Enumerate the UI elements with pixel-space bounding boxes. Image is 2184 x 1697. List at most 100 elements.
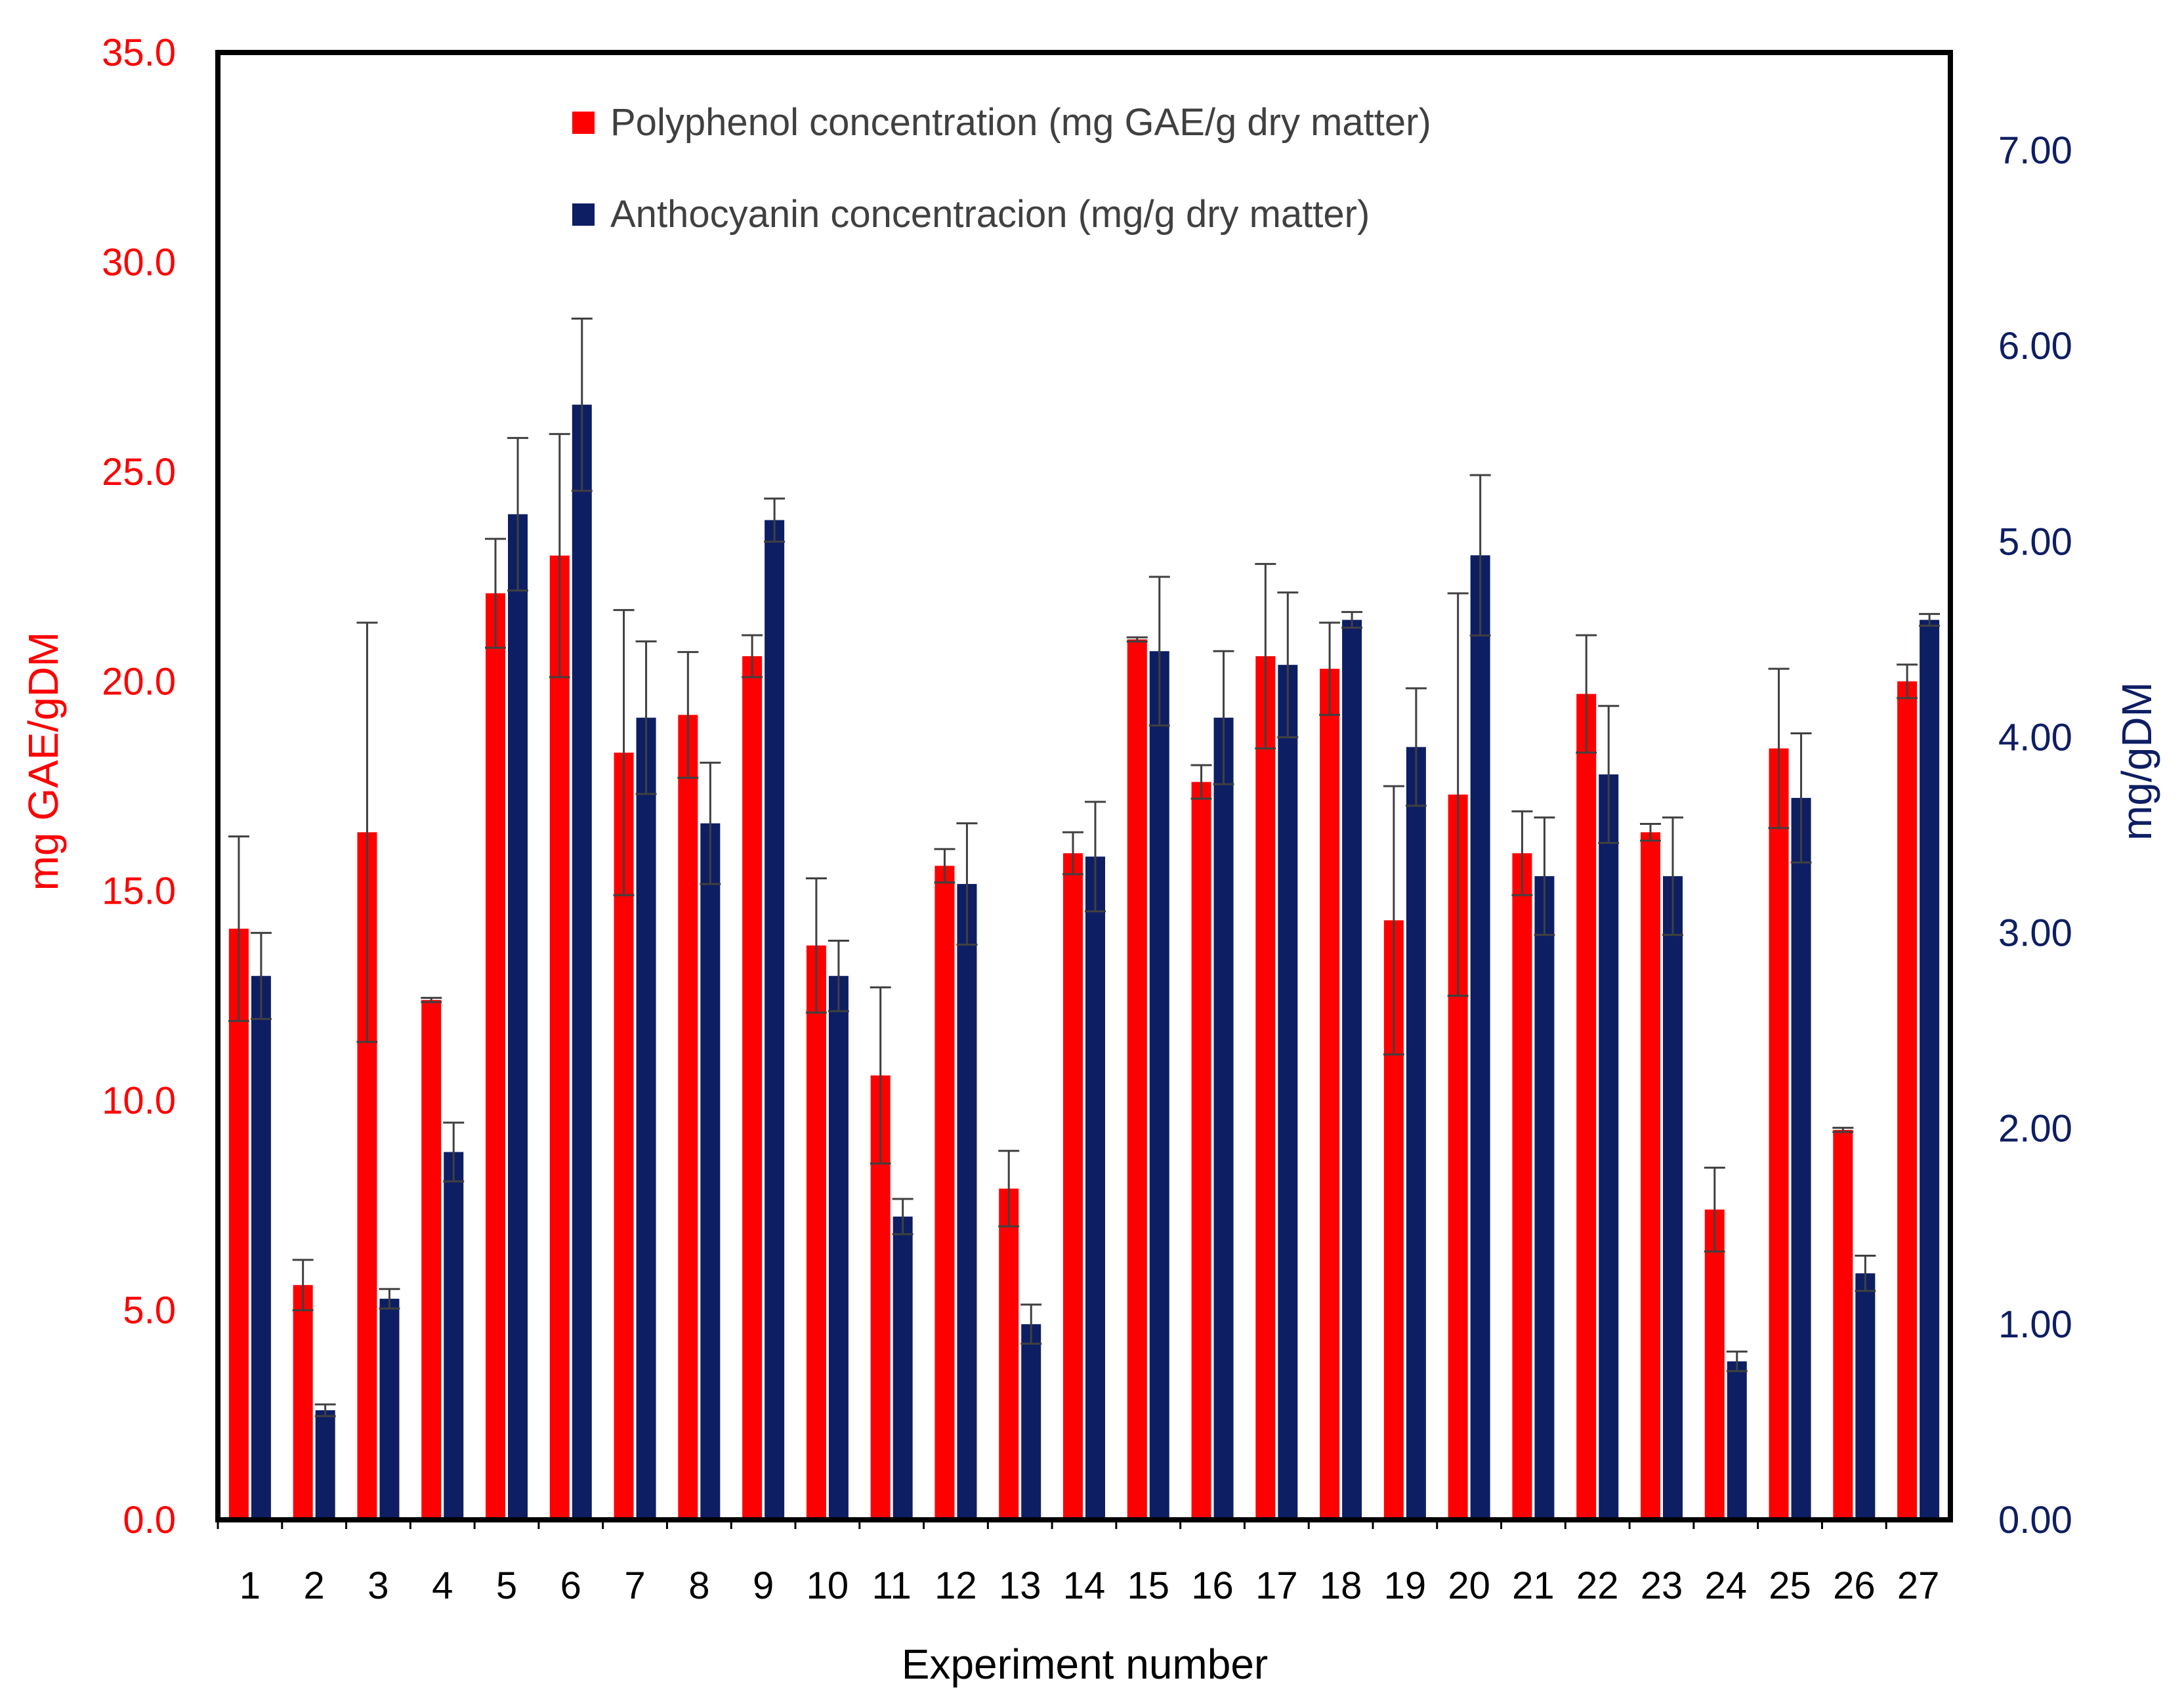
legend-label-anthocyanin: Anthocyanin concentracion (mg/g dry matt… xyxy=(610,193,1370,236)
polyphenol-bar xyxy=(934,866,955,1520)
x-tick-label: 21 xyxy=(1512,1564,1555,1607)
polyphenol-error-bar xyxy=(356,621,378,1043)
polyphenol-error-bar xyxy=(1768,667,1790,829)
anthocyanin-bar xyxy=(892,1216,913,1520)
legend: Polyphenol concentration (mg GAE/g dry m… xyxy=(572,101,1431,236)
x-axis-title: Experiment number xyxy=(902,1641,1268,1688)
anthocyanin-error-bar xyxy=(1341,611,1363,629)
anthocyanin-error-bar xyxy=(571,317,593,492)
polyphenol-bar xyxy=(1769,748,1789,1520)
anthocyanin-bar xyxy=(1085,856,1105,1520)
anthocyanin-error-bar xyxy=(1534,816,1555,936)
anthocyanin-bar xyxy=(636,717,656,1520)
y-right-tick-label: 4.00 xyxy=(1998,716,2072,759)
x-tick-label: 15 xyxy=(1127,1564,1170,1607)
y-axis-right-title: mg/gDM xyxy=(2113,682,2160,841)
anthocyanin-bar xyxy=(444,1152,464,1520)
polyphenol-bar xyxy=(1127,639,1147,1520)
polyphenol-error-bar xyxy=(1576,634,1597,754)
left-axis-ticks: 0.0 5.0 10.0 15.0 20.0 25.0 30.0 35.0 xyxy=(102,31,176,1541)
anthocyanin-error-bar xyxy=(700,761,721,885)
polyphenol-bar xyxy=(1897,681,1918,1520)
polyphenol-bar xyxy=(1704,1209,1725,1520)
polyphenol-bar xyxy=(549,555,570,1520)
polyphenol-bar xyxy=(1320,669,1340,1520)
anthocyanin-bar xyxy=(251,976,271,1520)
polyphenol-series xyxy=(228,555,1918,1520)
anthocyanin-error-bar xyxy=(1085,801,1106,913)
polyphenol-bar xyxy=(228,929,249,1520)
x-tick-label: 14 xyxy=(1063,1564,1106,1607)
anthocyanin-bar xyxy=(379,1299,400,1520)
anthocyanin-bar xyxy=(1599,774,1619,1520)
anthocyanin-bar xyxy=(700,823,721,1520)
anthocyanin-bar xyxy=(315,1410,335,1520)
anthocyanin-error-bar xyxy=(892,1198,914,1236)
x-tick-label: 1 xyxy=(240,1564,261,1607)
anthocyanin-bar xyxy=(1663,876,1683,1520)
anthocyanin-bar xyxy=(1149,651,1169,1520)
polyphenol-error-bar xyxy=(1190,764,1212,800)
anthocyanin-error-bar xyxy=(1213,650,1234,786)
x-tick-label: 12 xyxy=(934,1564,977,1607)
anthocyanin-error-bar xyxy=(250,932,272,1020)
y-left-tick-label: 10.0 xyxy=(102,1079,176,1122)
anthocyanin-bar xyxy=(1406,747,1426,1520)
polyphenol-bar xyxy=(999,1188,1019,1520)
anthocyanin-error-bar xyxy=(1726,1351,1748,1372)
polyphenol-error-bar xyxy=(1511,810,1533,896)
anthocyanin-error-bar xyxy=(1598,705,1620,844)
error-bars xyxy=(228,317,1941,1417)
polyphenol-error-bar xyxy=(742,634,763,679)
plot-frame xyxy=(215,50,1953,1522)
legend-label-polyphenol: Polyphenol concentration (mg GAE/g dry m… xyxy=(610,101,1431,144)
anthocyanin-error-bar xyxy=(1020,1303,1042,1345)
anthocyanin-error-bar xyxy=(1405,687,1427,807)
anthocyanin-bar xyxy=(1021,1324,1041,1520)
anthocyanin-error-bar xyxy=(764,497,786,543)
polyphenol-bar xyxy=(742,656,763,1520)
polyphenol-bar xyxy=(1576,694,1597,1520)
polyphenol-error-bar xyxy=(292,1259,314,1312)
polyphenol-bar xyxy=(1833,1129,1853,1520)
polyphenol-bar xyxy=(486,593,505,1520)
polyphenol-error-bar xyxy=(549,432,570,679)
polyphenol-error-bar xyxy=(613,609,635,896)
anthocyanin-bar xyxy=(1727,1361,1747,1520)
y-left-tick-label: 20.0 xyxy=(102,660,176,703)
x-tick-label: 18 xyxy=(1320,1564,1362,1607)
x-tick-label: 13 xyxy=(999,1564,1041,1607)
y-right-tick-label: 0.00 xyxy=(1998,1499,2072,1541)
x-tick-label: 27 xyxy=(1897,1564,1940,1607)
y-right-tick-label: 7.00 xyxy=(1998,129,2072,172)
polyphenol-error-bar xyxy=(1126,636,1148,643)
polyphenol-error-bar xyxy=(1832,1127,1854,1133)
anthocyanin-bar xyxy=(957,884,977,1520)
y-right-tick-label: 5.00 xyxy=(1998,520,2072,563)
polyphenol-bar xyxy=(293,1285,313,1520)
polyphenol-error-bar xyxy=(1640,822,1661,842)
y-left-tick-label: 0.0 xyxy=(123,1499,176,1541)
x-tick-label: 26 xyxy=(1833,1564,1876,1607)
anthocyanin-bar xyxy=(1534,876,1555,1520)
polyphenol-bar xyxy=(421,999,442,1520)
polyphenol-bar xyxy=(1191,782,1211,1520)
x-tick-label: 9 xyxy=(753,1564,774,1607)
polyphenol-bar xyxy=(1255,656,1276,1520)
legend-swatch-anthocyanin xyxy=(572,203,595,226)
anthocyanin-bar xyxy=(1920,619,1940,1520)
y-left-tick-label: 35.0 xyxy=(102,31,176,74)
anthocyanin-error-bar xyxy=(1277,591,1299,738)
anthocyanin-bar xyxy=(1791,797,1811,1520)
x-tick-label: 19 xyxy=(1384,1564,1427,1607)
y-right-tick-label: 2.00 xyxy=(1998,1108,2072,1150)
y-left-tick-label: 15.0 xyxy=(102,870,176,913)
polyphenol-bar xyxy=(678,715,698,1520)
anthocyanin-bar xyxy=(1855,1273,1876,1520)
x-tick-label: 7 xyxy=(624,1564,645,1607)
anthocyanin-error-bar xyxy=(1469,474,1491,637)
x-tick-label: 6 xyxy=(560,1564,581,1607)
y-left-tick-label: 5.0 xyxy=(123,1289,176,1332)
polyphenol-error-bar xyxy=(1255,562,1276,750)
x-axis-ticks: 1 2 3 4 5 6 7 8 9 10 11 12 13 14 15 16 17 18 19 20 21 22 23 24 2… xyxy=(217,1520,1940,1607)
